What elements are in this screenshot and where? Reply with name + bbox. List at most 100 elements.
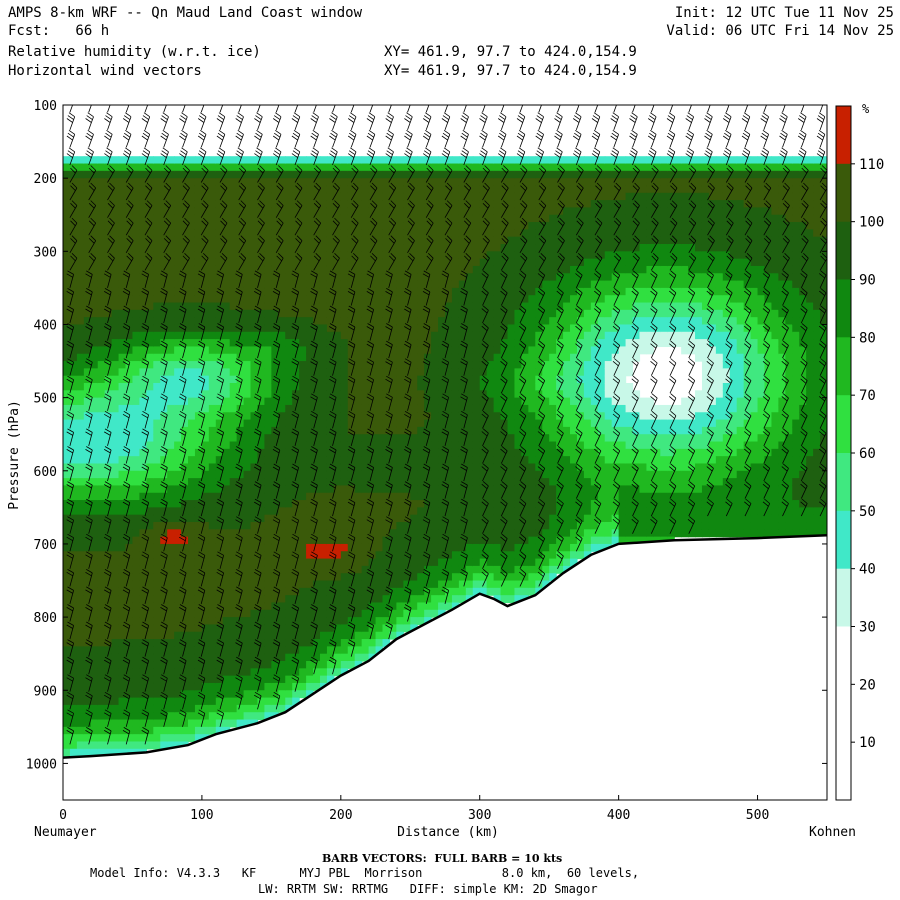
rh-cell <box>507 170 516 179</box>
rh-cell <box>319 485 328 494</box>
rh-cell <box>243 704 252 713</box>
rh-cell <box>229 639 238 647</box>
rh-cell <box>125 185 134 194</box>
rh-cell <box>153 536 161 545</box>
rh-cell <box>146 661 154 669</box>
rh-cell <box>236 551 245 560</box>
rh-cell <box>90 726 99 735</box>
rh-cell <box>188 353 196 362</box>
rh-cell <box>472 178 481 187</box>
rh-cell <box>278 704 286 713</box>
rh-cell <box>243 185 252 194</box>
rh-cell <box>292 192 300 201</box>
rh-cell <box>236 587 245 596</box>
rh-cell <box>146 229 154 238</box>
rh-cell <box>215 448 224 457</box>
rh-cell <box>424 265 432 274</box>
rh-cell <box>417 236 425 245</box>
rh-cell <box>229 507 238 516</box>
rh-cell <box>160 368 168 377</box>
rh-cell <box>299 280 307 289</box>
rh-cell <box>417 302 425 311</box>
rh-cell <box>431 522 439 530</box>
rh-cell <box>340 639 349 647</box>
rh-cell <box>285 280 293 289</box>
rh-cell <box>313 580 321 589</box>
rh-cell <box>215 339 224 348</box>
rh-cell <box>382 624 391 633</box>
rh-cell <box>493 192 502 201</box>
rh-cell <box>340 368 349 377</box>
rh-cell <box>445 156 453 165</box>
rh-cell <box>292 492 300 501</box>
rh-cell <box>229 441 238 450</box>
rh-cell <box>486 507 495 516</box>
rh-cell <box>465 485 474 494</box>
rh-cell <box>188 273 196 282</box>
rh-cell <box>417 448 425 457</box>
rh-cell <box>368 170 377 179</box>
rh-cell <box>125 529 134 538</box>
rh-cell <box>257 704 266 713</box>
rh-cell <box>97 470 106 479</box>
rh-cell <box>417 485 425 494</box>
rh-cell <box>514 434 522 443</box>
rh-cell <box>257 346 266 355</box>
rh-cell <box>396 192 404 201</box>
rh-cell <box>424 595 432 604</box>
rh-cell <box>160 631 168 640</box>
rh-cell <box>361 500 370 508</box>
rh-cell <box>299 580 307 589</box>
rh-cell <box>396 265 404 274</box>
rh-cell <box>264 675 272 684</box>
rh-cell <box>63 412 71 421</box>
rh-cell <box>111 295 120 304</box>
rh-cell <box>417 492 425 501</box>
rh-cell <box>507 543 516 552</box>
rh-cell <box>431 317 439 326</box>
rh-cell <box>431 456 439 465</box>
rh-cell <box>528 492 536 501</box>
rh-cell <box>396 397 404 406</box>
rh-cell <box>222 200 231 209</box>
rh-cell <box>465 236 474 245</box>
rh-cell <box>285 156 293 165</box>
rh-cell <box>125 617 134 626</box>
rh-cell <box>347 273 356 282</box>
rh-cell <box>174 690 182 699</box>
rh-cell <box>292 404 300 413</box>
rh-cell <box>243 404 252 413</box>
rh-cell <box>479 434 488 443</box>
rh-cell <box>181 595 189 604</box>
rh-cell <box>493 404 502 413</box>
rh-cell <box>285 324 293 333</box>
rh-cell <box>76 507 85 516</box>
rh-cell <box>250 661 259 669</box>
rh-cell <box>319 361 328 369</box>
rh-cell <box>458 331 467 340</box>
rh-cell <box>424 309 432 318</box>
rh-cell <box>306 353 314 362</box>
rh-cell <box>257 522 266 530</box>
rh-cell <box>472 470 481 479</box>
rh-cell <box>104 346 113 355</box>
rh-cell <box>188 682 196 691</box>
rh-cell <box>132 704 140 713</box>
rh-cell <box>465 346 474 355</box>
rh-cell <box>215 653 224 662</box>
rh-cell <box>410 478 418 487</box>
rh-cell <box>285 361 293 369</box>
rh-cell <box>347 368 356 377</box>
rh-cell <box>222 463 231 472</box>
rh-cell <box>97 668 106 677</box>
rh-cell <box>410 565 418 574</box>
rh-cell <box>181 587 189 596</box>
rh-cell <box>181 682 189 691</box>
rh-cell <box>76 624 85 633</box>
rh-cell <box>118 229 127 238</box>
rh-cell <box>97 609 106 618</box>
rh-cell <box>528 353 536 362</box>
rh-cell <box>299 646 307 655</box>
rh-cell <box>438 302 446 311</box>
rh-cell <box>451 500 460 508</box>
